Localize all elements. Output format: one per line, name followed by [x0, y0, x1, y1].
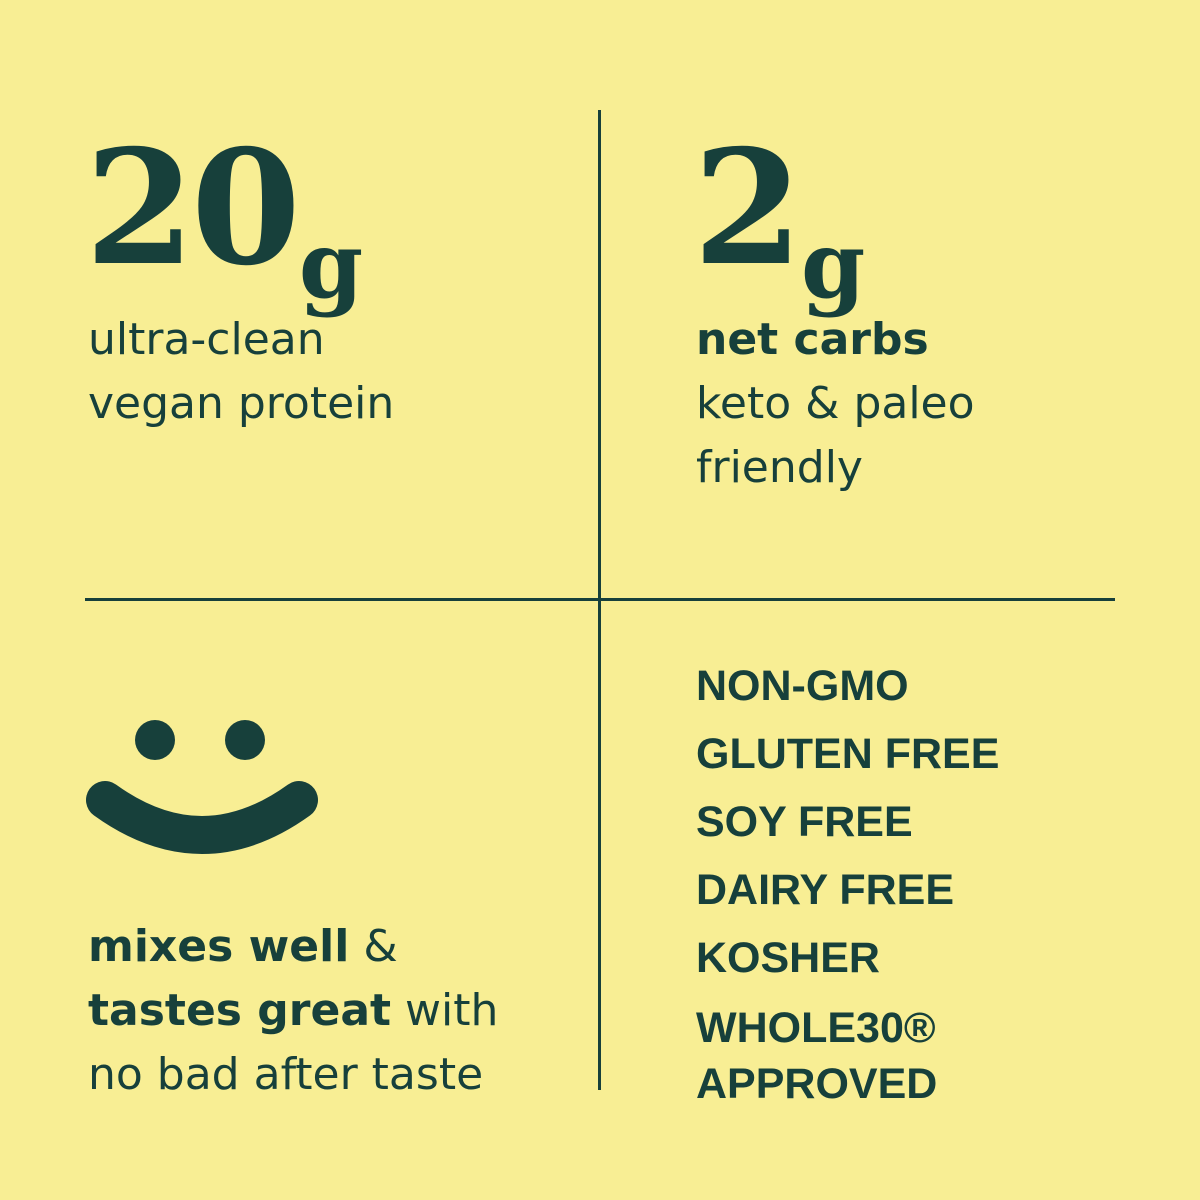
- mix-rest-1: &: [349, 921, 398, 972]
- carbs-line-1: keto & paleo: [696, 378, 975, 429]
- claim-non-gmo: NON-GMO: [696, 662, 909, 710]
- mix-bold-2: tastes great: [88, 985, 392, 1036]
- mix-description: mixes well & tastes great with no bad af…: [88, 915, 498, 1107]
- protein-amount: 20g: [85, 130, 363, 312]
- protein-description: ultra-clean vegan protein: [88, 308, 394, 436]
- mix-line-3: no bad after taste: [88, 1049, 484, 1100]
- protein-line-1: ultra-clean: [88, 314, 325, 365]
- claim-soy-free: SOY FREE: [696, 798, 913, 846]
- claims-list: NON-GMO GLUTEN FREE SOY FREE DAIRY FREE …: [696, 660, 1016, 1128]
- claim-kosher: KOSHER: [696, 934, 880, 982]
- protein-unit: g: [298, 211, 364, 319]
- smiley-face-icon: [86, 720, 318, 854]
- claim-gluten-free: GLUTEN FREE: [696, 730, 1000, 778]
- protein-number: 20: [85, 116, 301, 301]
- mix-rest-2: with: [391, 985, 499, 1036]
- claim-dairy-free: DAIRY FREE: [696, 866, 955, 914]
- protein-line-2: vegan protein: [88, 378, 395, 429]
- claim-whole30: WHOLE30® APPROVED: [696, 1004, 938, 1108]
- carbs-description: net carbs keto & paleo friendly: [696, 308, 975, 500]
- carbs-unit: g: [800, 211, 866, 319]
- carbs-amount: 2g: [693, 130, 865, 312]
- carbs-line-2: friendly: [696, 442, 863, 493]
- horizontal-divider: [85, 598, 1115, 601]
- carbs-number: 2: [693, 116, 803, 301]
- mix-bold-1: mixes well: [88, 921, 350, 972]
- carbs-heading: net carbs: [696, 314, 929, 365]
